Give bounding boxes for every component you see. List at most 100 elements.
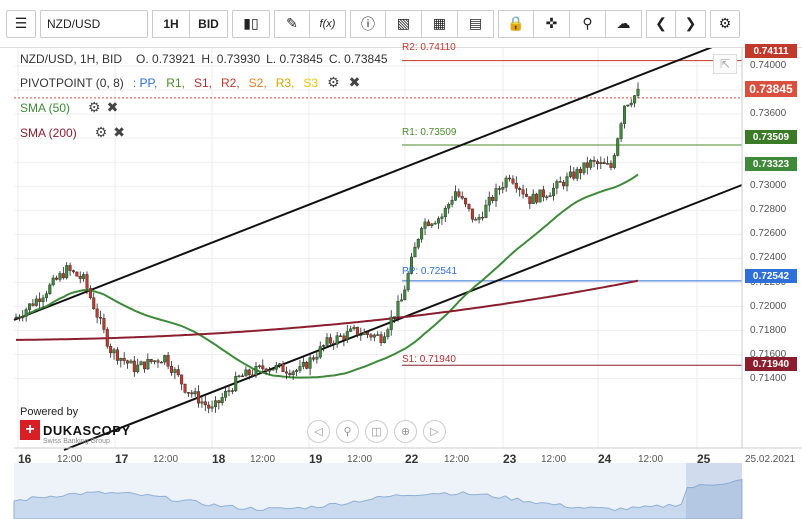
indicators-button[interactable]: f(x) (310, 9, 346, 38)
candle (197, 391, 201, 404)
price-chart[interactable] (0, 48, 802, 519)
price-axis-label: 0.72600 (750, 228, 787, 240)
candle (237, 375, 241, 378)
candle (200, 401, 204, 404)
candle (102, 317, 106, 330)
candle (606, 163, 610, 165)
pivot-legend: PIVOTPOINT (0, 8) : PP, R1, S1, R2, S2, … (20, 74, 363, 91)
sma50-settings-icon[interactable]: ⚙ (88, 99, 101, 115)
navigator-window[interactable] (686, 463, 742, 519)
candle (629, 102, 633, 106)
sma50-close-icon[interactable]: ✖ (106, 99, 119, 115)
candle (484, 204, 488, 218)
candle (112, 349, 116, 354)
candle (599, 162, 603, 165)
time-axis-label: 25 (697, 452, 711, 466)
candle (416, 238, 420, 248)
time-axis-label: 16 (18, 452, 32, 466)
candle (217, 400, 221, 403)
candle (545, 196, 549, 199)
candle (595, 161, 599, 165)
nav-group: ❮ ❯ (646, 9, 706, 38)
candle (538, 189, 542, 203)
candle (136, 364, 140, 373)
candle (193, 391, 197, 395)
sma50-price-tag: 0.73323 (745, 157, 797, 171)
candle (393, 316, 397, 318)
settings-button[interactable]: ⚙ (710, 9, 740, 38)
r1-level-label: R1: 0.73509 (402, 127, 457, 138)
pivot-close-icon[interactable]: ✖ (348, 74, 361, 90)
candle (31, 303, 35, 306)
candle (491, 196, 495, 201)
swiss-cross-icon: + (20, 420, 40, 440)
candle (386, 329, 390, 337)
candle (447, 203, 451, 209)
candle (24, 309, 28, 317)
candle (48, 284, 52, 294)
candle (457, 191, 461, 197)
upload-button[interactable]: ☁ (606, 9, 642, 38)
pivot-settings-icon[interactable]: ⚙ (327, 74, 340, 90)
candle (464, 198, 468, 205)
nav-zoom-in-button[interactable]: ⊕ (394, 420, 417, 443)
candle (274, 364, 278, 370)
candle (183, 383, 187, 393)
bar-type-button[interactable]: ▮▯ (232, 9, 270, 38)
ohlc-legend: NZD/USD, 1H, BID O. 0.73921 H. 0.73930 L… (20, 52, 388, 66)
powered-by-text: Powered by (20, 406, 79, 418)
candle (254, 366, 258, 376)
nav-next-button[interactable]: ▷ (423, 420, 446, 443)
scroll-right-button[interactable]: ❯ (676, 9, 706, 38)
volume-button[interactable]: ▧ (386, 9, 422, 38)
symbol-input[interactable] (40, 9, 148, 38)
price-type-button[interactable]: BID (190, 9, 228, 38)
candle (443, 207, 447, 218)
candle (156, 360, 160, 363)
candle (169, 366, 173, 373)
sma200-close-icon[interactable]: ✖ (113, 124, 125, 140)
candle (585, 162, 589, 168)
candle (535, 193, 539, 203)
info-icon: ⓘ (361, 15, 375, 32)
scroll-left-button[interactable]: ❮ (646, 9, 676, 38)
candle (433, 222, 437, 225)
candle (349, 328, 353, 332)
zoom-button[interactable]: ⚲ (570, 9, 606, 38)
pencil-icon: ✎ (286, 15, 298, 31)
candle (508, 177, 512, 180)
sma200-settings-icon[interactable]: ⚙ (94, 124, 108, 140)
crosshair-button[interactable]: ✜ (534, 9, 570, 38)
candle (240, 375, 244, 378)
menu-button[interactable]: ☰ (6, 9, 36, 38)
candle (257, 365, 261, 367)
lock-button[interactable]: 🔒 (498, 9, 534, 38)
sma50-label: SMA (50) (20, 100, 71, 115)
nav-reset-button[interactable]: ◫ (365, 420, 388, 443)
nav-zoom-out-button[interactable]: ⚲ (336, 420, 359, 443)
candle (453, 191, 457, 201)
expand-button[interactable]: ⇱ (713, 54, 737, 74)
candle (372, 334, 376, 338)
drawing-button[interactable]: ✎ (274, 9, 310, 38)
calendar-button[interactable]: ▦ (422, 9, 458, 38)
nav-prev-button[interactable]: ◁ (307, 420, 330, 443)
pivot-s3: S3 (303, 75, 319, 90)
candle (423, 221, 427, 229)
candle (355, 326, 359, 336)
candle (213, 400, 217, 408)
cloud-upload-icon: ☁ (616, 15, 631, 31)
price-axis-label: 0.72400 (750, 252, 787, 264)
price-axis-label: 0.72000 (750, 300, 787, 312)
pivot-pp: : PP, (132, 75, 158, 90)
candle (413, 246, 417, 258)
report-button[interactable]: ▤ (458, 9, 494, 38)
candle (139, 361, 143, 366)
price-axis-label: 0.72800 (750, 204, 787, 216)
candle (119, 358, 123, 361)
info-button[interactable]: ⓘ (350, 9, 386, 38)
menu-icon: ☰ (14, 15, 28, 31)
candle (528, 196, 532, 204)
timeframe-button[interactable]: 1H (152, 9, 190, 38)
indicator-lines (13, 48, 743, 451)
